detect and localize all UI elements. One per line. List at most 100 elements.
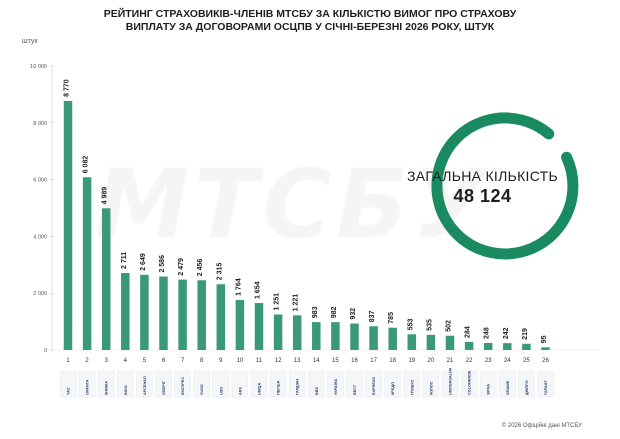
insurer-logo-box <box>174 370 191 398</box>
y-tick-label: 8 000 <box>33 121 47 127</box>
insurer-logo-box <box>250 370 268 398</box>
bar-value-label: 95 <box>541 335 548 343</box>
insurer-logo-text: COLONNADE <box>468 370 472 395</box>
category-label: 9 <box>219 358 223 364</box>
insurer-logo-text: ТАС <box>67 387 71 395</box>
source-footer: © 2026 Офіційні дані МТСБУ <box>501 423 582 429</box>
bar-value-label: 2 315 <box>216 263 223 281</box>
bar <box>216 284 226 350</box>
bar <box>63 100 73 350</box>
category-label: 5 <box>143 358 147 364</box>
bar-value-label: 2 586 <box>159 255 166 273</box>
insurer-logo-text: VUSO <box>200 384 204 395</box>
bar <box>312 322 321 350</box>
insurer-logo-box <box>460 370 478 398</box>
y-tick-label: 0 <box>44 348 47 354</box>
bar-value-label: 219 <box>522 328 529 340</box>
bar-value-label: 983 <box>312 306 319 318</box>
insurer-logo-box <box>422 370 440 398</box>
insurer-logo-box <box>308 370 325 398</box>
insurer-logo-box <box>193 370 210 398</box>
category-label: 12 <box>275 358 282 364</box>
insurer-logo-text: ГАРДІАН <box>296 379 300 395</box>
category-label: 15 <box>332 358 339 364</box>
bar-value-label: 2 711 <box>121 252 128 269</box>
bar <box>140 274 149 350</box>
bar <box>292 315 302 350</box>
bar <box>82 177 92 350</box>
bar-value-label: 1 251 <box>274 293 281 311</box>
category-label: 10 <box>237 358 244 364</box>
bar <box>407 334 417 350</box>
category-label: 26 <box>542 358 549 364</box>
insurer-logo-box <box>537 370 554 398</box>
y-tick-label: 2 000 <box>33 291 47 297</box>
chart-title-line-1: РЕЙТИНГ СТРАХОВИКІВ-ЧЛЕНІВ МТСБУ ЗА КІЛЬ… <box>103 8 517 20</box>
category-label: 24 <box>504 358 511 364</box>
bar <box>178 279 187 350</box>
bar <box>235 299 245 350</box>
category-label: 23 <box>485 358 492 364</box>
bar <box>426 334 436 350</box>
bar-value-label: 242 <box>503 327 510 339</box>
bar <box>101 208 111 350</box>
insurer-logo-text: ГЛОБУС <box>410 379 414 395</box>
insurer-logo-text: BBS <box>315 387 319 395</box>
bar <box>369 326 378 350</box>
bar <box>350 323 359 350</box>
bar-value-label: 284 <box>465 326 472 338</box>
bar-value-label: 535 <box>426 319 433 331</box>
chart-title: РЕЙТИНГ СТРАХОВИКІВ-ЧЛЕНІВ МТСБУ ЗА КІЛЬ… <box>0 8 620 34</box>
bar <box>331 322 340 350</box>
insurer-logo-box <box>480 370 497 398</box>
category-label: 6 <box>162 358 166 364</box>
y-tick-label: 4 000 <box>33 234 47 240</box>
y-tick-label: 10 000 <box>30 64 47 70</box>
category-label: 25 <box>523 358 530 364</box>
bar <box>541 347 550 350</box>
insurer-logo-box <box>269 370 287 398</box>
bar <box>273 314 283 350</box>
bar-value-label: 2 479 <box>178 258 185 276</box>
bar <box>197 280 206 350</box>
insurer-logo-text: ВЕСТ <box>353 384 357 395</box>
insurer-logo-box <box>97 370 115 398</box>
y-tick-label: 6 000 <box>33 178 47 184</box>
category-label: 11 <box>256 358 263 364</box>
category-label: 4 <box>124 358 128 364</box>
insurer-logo-box <box>136 370 153 398</box>
total-count-value: 48 124 <box>453 186 512 206</box>
bar-value-label: 4 989 <box>102 187 109 205</box>
insurer-logo-box <box>327 370 344 398</box>
bar-value-label: 2 649 <box>140 253 147 271</box>
insurer-logo-box <box>441 370 459 398</box>
insurer-logo-text: АРСЕНАЛ <box>143 376 147 395</box>
total-count-label: ЗАГАЛЬНА КІЛЬКІСТЬ <box>406 168 559 184</box>
insurer-logo-text: ГАРАНТ <box>544 380 548 395</box>
bar-value-label: 785 <box>388 312 395 324</box>
category-label: 22 <box>466 358 473 364</box>
bar-value-label: 8 770 <box>64 79 71 97</box>
category-label: 7 <box>181 358 185 364</box>
category-label: 14 <box>313 358 320 364</box>
bar <box>503 343 512 350</box>
insurer-logo-text: INGO <box>124 385 128 395</box>
category-label: 18 <box>389 358 396 364</box>
bar <box>388 327 397 350</box>
insurer-logo-text: КНЯЖА <box>105 381 109 395</box>
insurer-logo-box <box>231 370 249 398</box>
insurer-logo-text: GRAWE <box>506 380 510 395</box>
bar <box>483 342 493 350</box>
insurer-logo-text: КРЕДО <box>391 382 395 395</box>
insurer-logo-text: USG <box>219 387 223 395</box>
y-axis-unit-label: штук <box>22 38 38 45</box>
category-label: 17 <box>370 358 377 364</box>
category-label: 3 <box>105 358 109 364</box>
chart-title-line-2: ВИПЛАТУ ЗА ДОГОВОРАМИ ОСЦПВ У СІЧНІ-БЕРЕ… <box>125 21 495 33</box>
insurer-logo-box <box>117 370 134 398</box>
bar-value-label: 932 <box>350 308 357 320</box>
category-label: 20 <box>428 358 435 364</box>
category-label: 19 <box>408 358 415 364</box>
insurer-logo-box <box>499 370 516 398</box>
